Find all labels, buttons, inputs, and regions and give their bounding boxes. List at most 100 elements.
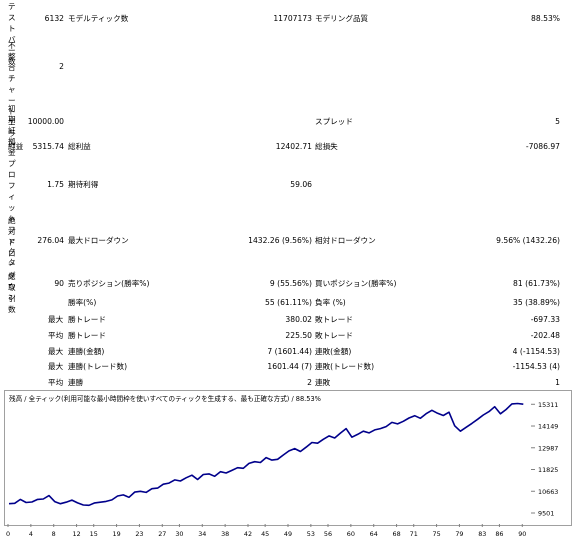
x-tick-label-6: 23 bbox=[135, 530, 143, 538]
x-tick-label-7: 27 bbox=[158, 530, 166, 538]
y-tick-label-2: 11825 bbox=[538, 466, 558, 474]
label-initial-deposit: 初期証拠金 bbox=[8, 104, 16, 157]
label-modelling-quality: モデリング品質 bbox=[315, 14, 369, 23]
x-tick-label-21: 79 bbox=[455, 530, 463, 538]
label-profit-factor: プロフィットファクタ bbox=[8, 159, 16, 267]
label-consec-losses-trades: 連敗(トレード数) bbox=[315, 362, 375, 371]
x-tick-label-15: 56 bbox=[324, 530, 332, 538]
value-max-consec-losses-money: 4 (-1154.53) bbox=[512, 347, 560, 356]
value-modelling-quality: 88.53% bbox=[531, 14, 560, 23]
value-max-consec-wins-money: 7 (1601.44) bbox=[267, 347, 312, 356]
x-tick-label-17: 64 bbox=[370, 530, 378, 538]
x-tick-label-2: 8 bbox=[52, 530, 56, 538]
value-expected-payoff: 59.06 bbox=[290, 180, 312, 189]
x-tick-label-9: 34 bbox=[198, 530, 206, 538]
balance-chart: 残高 / 全ティック(利用可能な最小時間枠を使いすべてのティックを生成する、最も… bbox=[4, 390, 572, 526]
x-tick-label-0: 0 bbox=[6, 530, 10, 538]
label-consec-wins-trades: 連勝(トレード数) bbox=[68, 362, 128, 371]
label-gross-loss: 総損失 bbox=[315, 142, 338, 151]
label-net-profit: 純益 bbox=[8, 142, 24, 151]
label-loss-trade-average: 敗トレード bbox=[315, 331, 353, 340]
value-largest-profit-trade: 380.02 bbox=[285, 315, 312, 324]
x-tick-label-13: 49 bbox=[284, 530, 292, 538]
label-consec-losses-money: 連敗(金額) bbox=[315, 347, 352, 356]
x-tick-label-8: 30 bbox=[175, 530, 183, 538]
x-tick-label-1: 4 bbox=[29, 530, 33, 538]
y-tick-label-5: 15311 bbox=[538, 401, 558, 409]
label-max-drawdown: 最大ドローダウン bbox=[68, 236, 129, 245]
label-test-bars: テストバー数 bbox=[8, 2, 16, 66]
value-spread: 5 bbox=[555, 117, 560, 126]
value-modelling-ticks: 11707173 bbox=[273, 14, 312, 23]
value-max-consec-losses-trades: -1154.53 (4) bbox=[512, 362, 560, 371]
value-net-profit: 5315.74 bbox=[32, 142, 64, 151]
x-tick-label-16: 60 bbox=[347, 530, 355, 538]
label-long-positions: 買いポジション(勝率%) bbox=[315, 279, 397, 288]
label-abs-drawdown: 絶対ドローダウン bbox=[8, 216, 16, 302]
value-avg-consec-losses: 1 bbox=[555, 378, 560, 387]
value-abs-drawdown: 276.04 bbox=[37, 236, 64, 245]
balance-line-0 bbox=[8, 402, 524, 507]
value-test-bars: 6132 bbox=[44, 14, 64, 23]
label-average-2: 平均 bbox=[48, 378, 64, 387]
x-tick-label-4: 15 bbox=[90, 530, 98, 538]
value-rel-drawdown: 9.56% (1432.26) bbox=[496, 236, 560, 245]
value-short-positions: 9 (55.56%) bbox=[269, 279, 312, 288]
y-tick-label-4: 14149 bbox=[538, 423, 558, 431]
value-avg-profit-trade: 225.50 bbox=[285, 331, 312, 340]
x-axis-svg: 0 4 8 12 15 19 23 27 30 34 38 42 45 49 53 56 60 64 68 71 75 7… bbox=[6, 524, 526, 538]
chart-header: 残高 / 全ティック(利用可能な最小時間枠を使いすべてのティックを生成する、最も… bbox=[9, 394, 321, 403]
report-summary: テストバー数 不整合チャートエラー 初期証拠金 純益 プロフィットファクタ 絶対… bbox=[8, 2, 560, 387]
label-loss-trade-largest: 敗トレード bbox=[315, 315, 353, 324]
label-profit-trades: 勝率(%) bbox=[68, 298, 97, 307]
label-profit-trade-average: 勝トレード bbox=[68, 331, 106, 340]
label-maximal-1: 最大 bbox=[48, 362, 64, 371]
value-long-positions: 81 (61.73%) bbox=[513, 279, 560, 288]
label-maximum-1: 最大 bbox=[48, 347, 64, 356]
x-tick-label-5: 19 bbox=[113, 530, 121, 538]
x-tick-label-12: 45 bbox=[261, 530, 269, 538]
label-rel-drawdown: 相対ドローダウン bbox=[315, 236, 376, 245]
label-mismatch-errors: 不整合チャートエラー bbox=[8, 41, 16, 149]
label-loss-trades: 負率 (%) bbox=[315, 298, 346, 307]
x-tick-label-24: 90 bbox=[518, 530, 526, 538]
value-total-trades: 90 bbox=[54, 279, 64, 288]
x-tick-label-22: 83 bbox=[478, 530, 486, 538]
value-avg-consec-wins: 2 bbox=[307, 378, 312, 387]
label-avg-consec-losses: 連敗 bbox=[315, 378, 331, 387]
x-tick-label-18: 68 bbox=[393, 530, 401, 538]
label-largest-1: 最大 bbox=[48, 315, 64, 324]
label-short-positions: 売りポジション(勝率%) bbox=[68, 279, 150, 288]
label-total-trades: 総取引数 bbox=[8, 272, 16, 314]
label-avg-consec-wins: 連勝 bbox=[68, 378, 84, 387]
y-tick-label-3: 12987 bbox=[538, 444, 558, 452]
value-initial-deposit: 10000.00 bbox=[27, 117, 64, 126]
x-tick-label-14: 53 bbox=[307, 530, 315, 538]
value-mismatch-errors: 2 bbox=[59, 62, 64, 71]
value-largest-loss-trade: -697.33 bbox=[530, 315, 560, 324]
label-gross-profit: 総利益 bbox=[68, 142, 91, 151]
x-tick-label-3: 12 bbox=[73, 530, 81, 538]
value-gross-profit: 12402.71 bbox=[275, 142, 312, 151]
x-tick-label-19: 71 bbox=[410, 530, 418, 538]
value-profit-trades: 55 (61.11%) bbox=[265, 298, 312, 307]
balance-chart-svg: 残高 / 全ティック(利用可能な最小時間枠を使いすべてのティックを生成する、最も… bbox=[8, 394, 558, 518]
label-consec-wins-money: 連勝(金額) bbox=[68, 347, 105, 356]
label-average-1: 平均 bbox=[48, 331, 64, 340]
value-loss-trades: 35 (38.89%) bbox=[513, 298, 560, 307]
label-spread: スプレッド bbox=[315, 117, 353, 126]
label-profit-trade-largest: 勝トレード bbox=[68, 315, 106, 324]
x-tick-label-10: 38 bbox=[221, 530, 229, 538]
x-tick-label-23: 86 bbox=[495, 530, 503, 538]
value-gross-loss: -7086.97 bbox=[525, 142, 560, 151]
value-avg-loss-trade: -202.48 bbox=[530, 331, 560, 340]
x-tick-label-11: 42 bbox=[244, 530, 252, 538]
y-tick-label-0: 9501 bbox=[538, 510, 554, 518]
value-max-consec-wins-trades: 1601.44 (7) bbox=[267, 362, 312, 371]
x-tick-label-20: 75 bbox=[433, 530, 441, 538]
value-profit-factor: 1.75 bbox=[47, 180, 64, 189]
y-tick-label-1: 10663 bbox=[538, 488, 558, 496]
label-modelling-ticks: モデルティック数 bbox=[68, 14, 129, 23]
x-axis: 0 4 8 12 15 19 23 27 30 34 38 42 45 49 53 56 60 64 68 71 75 7… bbox=[4, 524, 570, 546]
value-max-drawdown: 1432.26 (9.56%) bbox=[248, 236, 312, 245]
